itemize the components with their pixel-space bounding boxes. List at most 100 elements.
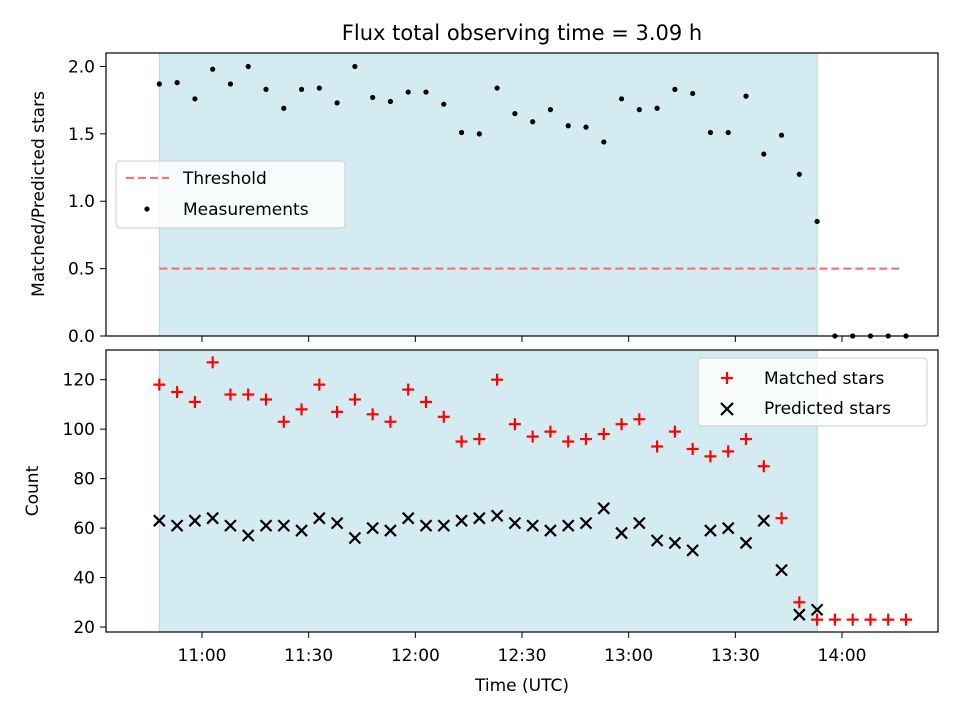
measurement-point (814, 218, 820, 225)
matched-star-marker (562, 435, 575, 448)
matched-star-marker (331, 405, 344, 418)
measurement-point (156, 81, 162, 87)
matched-star-marker (313, 378, 326, 391)
predicted-stars-points (153, 502, 824, 621)
predicted-star-marker (384, 524, 397, 537)
measurement-point (245, 63, 251, 70)
legend-threshold-label: Threshold (182, 169, 267, 189)
matched-star-marker (580, 433, 592, 446)
count-y-axis: 20 40 60 80 100 120 (63, 371, 106, 638)
matched-star-marker (508, 418, 521, 431)
matched-star-marker (224, 388, 237, 401)
matched-star-marker (864, 613, 877, 626)
predicted-star-marker (615, 526, 628, 540)
predicted-star-marker (330, 516, 344, 530)
measurement-point (690, 90, 696, 97)
measurement-point (334, 100, 340, 106)
predicted-star-marker (704, 524, 717, 537)
measurement-point (636, 107, 642, 113)
ratio-y-tick-label: 1.0 (68, 192, 95, 212)
matched-star-marker (651, 440, 664, 453)
matched-star-marker (171, 386, 184, 399)
matched-star-marker (402, 383, 415, 396)
count-x-tick-label: 12:00 (391, 646, 440, 666)
matched-star-marker (437, 410, 450, 423)
predicted-star-marker (170, 519, 184, 532)
matched-star-marker (348, 393, 361, 406)
x-axis-label: Time (UTC) (474, 676, 569, 696)
predicted-star-marker (455, 514, 468, 527)
legend-predicted-label: Predicted stars (764, 399, 891, 419)
matched-star-marker (775, 512, 788, 525)
predicted-star-marker (793, 608, 806, 621)
measurement-point (423, 89, 429, 95)
measurement-point (547, 107, 554, 113)
measurement-point (441, 101, 447, 107)
count-y-tick-label: 60 (73, 519, 95, 539)
ratio-y-tick-label: 2.0 (68, 57, 95, 77)
predicted-star-marker (561, 519, 575, 532)
predicted-star-marker (544, 524, 557, 537)
measurement-point (263, 86, 269, 92)
predicted-star-marker (668, 536, 682, 550)
ratio-x-ticks (201, 336, 843, 342)
matched-star-marker (615, 418, 628, 431)
predicted-star-marker (366, 521, 379, 535)
measurement-point (530, 119, 536, 125)
measurement-point (316, 85, 322, 91)
measurement-points (156, 63, 909, 339)
legend-matched-swatch (721, 372, 733, 384)
predicted-star-marker (775, 563, 788, 577)
matched-star-marker (242, 388, 255, 401)
matched-star-marker (597, 428, 610, 441)
measurement-point (298, 86, 305, 92)
matched-star-marker (455, 435, 468, 448)
predicted-star-marker (224, 519, 237, 532)
ratio-plot-frame (105, 52, 939, 337)
measurement-point (778, 132, 785, 138)
matched-star-marker (153, 378, 166, 391)
matched-star-marker (668, 425, 681, 438)
count-y-tick-label: 20 (73, 618, 95, 638)
count-legend: Matched stars Predicted stars (697, 357, 928, 427)
count-x-tick-label: 11:00 (178, 646, 227, 666)
count-y-tick-label: 80 (73, 470, 95, 490)
matched-star-marker (188, 395, 201, 408)
legend-measurements-swatch (144, 206, 150, 212)
predicted-star-marker (206, 511, 219, 525)
ratio-legend-box (115, 160, 346, 229)
measurement-point (387, 98, 394, 105)
matched-star-marker (811, 613, 824, 626)
ratio-y-label: Matched/Predicted stars (29, 91, 49, 297)
predicted-star-marker (401, 511, 415, 525)
count-y-tick-label: 100 (63, 420, 95, 440)
predicted-star-marker (650, 534, 664, 547)
predicted-star-marker (597, 502, 611, 515)
matched-star-marker (277, 415, 290, 428)
matched-star-marker (473, 433, 486, 446)
predicted-star-marker (419, 519, 433, 532)
predicted-star-marker (295, 524, 308, 537)
measurement-point (458, 129, 465, 136)
legend-measurements-label: Measurements (183, 200, 309, 220)
measurement-point (174, 80, 180, 86)
measurement-point (281, 105, 287, 111)
ratio-panel: 0.00.51.01.52.0 Matched/Predicted stars … (29, 52, 939, 347)
matched-star-marker (740, 433, 752, 446)
predicted-star-marker (348, 531, 362, 545)
matched-star-marker (900, 613, 912, 626)
legend-predicted-swatch (720, 402, 734, 416)
chart-title: Flux total observing time = 3.09 h (342, 21, 702, 45)
predicted-star-marker (739, 536, 753, 550)
measurement-point (672, 86, 678, 92)
predicted-star-marker (757, 514, 771, 527)
count-y-tick-label: 120 (63, 371, 95, 391)
predicted-star-marker (313, 511, 326, 525)
measurement-point (583, 124, 589, 130)
matched-star-marker (260, 393, 272, 406)
ratio-y-tick-label: 0.0 (68, 327, 95, 347)
ratio-legend: Threshold Measurements (115, 160, 346, 229)
measurement-point (370, 94, 376, 101)
count-plot-frame (105, 349, 939, 633)
